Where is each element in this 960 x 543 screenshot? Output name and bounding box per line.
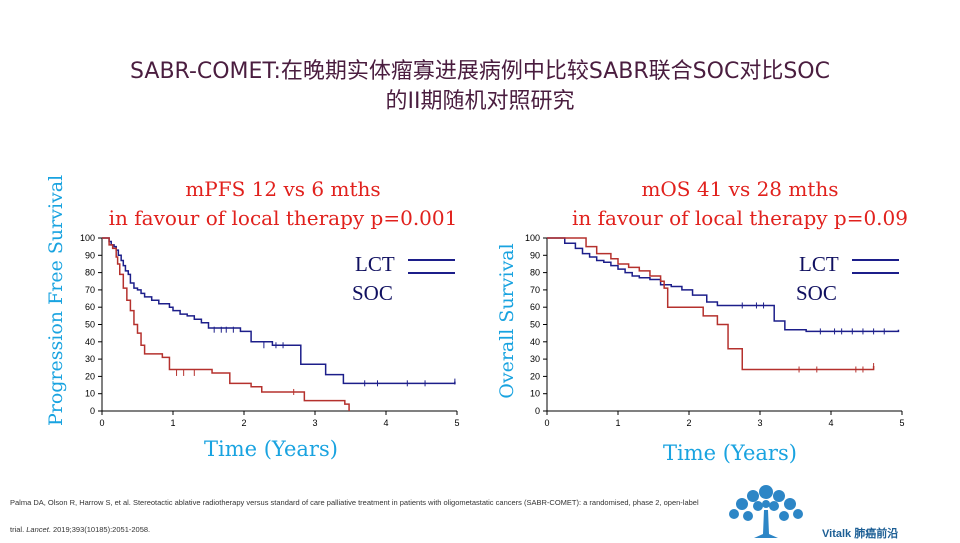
y-tick-label: 20	[530, 371, 540, 381]
y-tick-label: 60	[530, 302, 540, 312]
x-tick-label: 4	[828, 418, 833, 428]
citation-journal: Lancet	[26, 525, 49, 534]
x-tick-label: 3	[757, 418, 762, 428]
y-tick-label: 40	[85, 337, 95, 347]
os-subtitle: mOS 41 vs 28 mths in favour of local the…	[555, 175, 925, 233]
y-tick-label: 10	[85, 389, 95, 399]
y-tick-label: 90	[85, 250, 95, 260]
y-tick-label: 10	[530, 389, 540, 399]
pfs-legend-lct-label: LCT	[355, 252, 395, 276]
series-line-soc	[547, 237, 875, 371]
y-tick-label: 100	[80, 233, 95, 243]
series-line-soc	[102, 237, 350, 411]
series-line-lct	[547, 237, 900, 333]
x-tick-label: 5	[899, 418, 904, 428]
y-tick-label: 100	[525, 233, 540, 243]
y-tick-label: 70	[530, 285, 540, 295]
slide-title-line1: SABR-COMET:在晚期实体瘤寡进展病例中比较SABR联合SOC对比SOC	[130, 59, 830, 84]
os-legend-soc-label: SOC	[796, 281, 837, 305]
os-chart: 0 10 20 30 40 50 60 70 80 90 100 0 1 2 3 4 5	[525, 233, 905, 428]
citation-text-3: . 2019;393(10185):2051-2058.	[48, 525, 151, 534]
slide-title-line2: 的II期随机对照研究	[385, 89, 575, 114]
slide-title: SABR-COMET:在晚期实体瘤寡进展病例中比较SABR联合SOC对比SOC …	[20, 57, 940, 117]
citation-text-1: Palma DA, Olson R, Harrow S, et al. Ster…	[10, 498, 699, 507]
y-tick-label: 70	[85, 285, 95, 295]
y-tick-label: 90	[530, 250, 540, 260]
x-tick-label: 0	[99, 418, 104, 428]
brand-text: Vitalk 肺癌前沿	[822, 528, 899, 540]
pfs-legend-soc-label: SOC	[352, 281, 393, 305]
series-line-lct	[102, 237, 456, 385]
os-subtitle-line1: mOS 41 vs 28 mths	[641, 177, 839, 201]
x-tick-label: 0	[544, 418, 549, 428]
x-tick-label: 2	[686, 418, 691, 428]
citation: Palma DA, Olson R, Harrow S, et al. Ster…	[10, 489, 910, 543]
tree-logo-icon	[729, 485, 803, 538]
y-tick-label: 20	[85, 371, 95, 381]
os-legend-lct-label: LCT	[799, 252, 839, 276]
y-tick-label: 80	[85, 268, 95, 278]
pfs-x-axis-label: Time (Years)	[204, 437, 338, 461]
pfs-subtitle-line1: mPFS 12 vs 6 mths	[185, 177, 381, 201]
pfs-subtitle: mPFS 12 vs 6 mths in favour of local the…	[88, 175, 478, 233]
x-tick-label: 1	[615, 418, 620, 428]
y-tick-label: 50	[530, 320, 540, 330]
x-tick-label: 5	[454, 418, 459, 428]
os-legend-lct-line	[852, 259, 899, 261]
pfs-legend-lct-line	[408, 259, 455, 261]
y-tick-label: 50	[85, 320, 95, 330]
citation-text-2: trial.	[10, 525, 25, 534]
y-tick-label: 60	[85, 302, 95, 312]
y-tick-label: 0	[90, 406, 95, 416]
pfs-subtitle-line2: in favour of local therapy p=0.001	[108, 206, 458, 230]
pfs-legend-lct-underline	[408, 272, 455, 274]
x-tick-label: 4	[383, 418, 388, 428]
pfs-chart: 0 10 20 30 40 50 60 70 80 90 100 0 1 2 3 4 5	[80, 233, 460, 428]
y-tick-label: 80	[530, 268, 540, 278]
y-tick-label: 0	[535, 406, 540, 416]
x-tick-label: 2	[241, 418, 246, 428]
y-tick-label: 30	[530, 354, 540, 364]
os-legend-lct-underline	[852, 272, 899, 274]
os-x-axis-label: Time (Years)	[663, 441, 797, 465]
y-tick-label: 40	[530, 337, 540, 347]
x-tick-label: 1	[170, 418, 175, 428]
os-subtitle-line2: in favour of local therapy p=0.09	[571, 206, 908, 230]
y-tick-label: 30	[85, 354, 95, 364]
x-tick-label: 3	[312, 418, 317, 428]
